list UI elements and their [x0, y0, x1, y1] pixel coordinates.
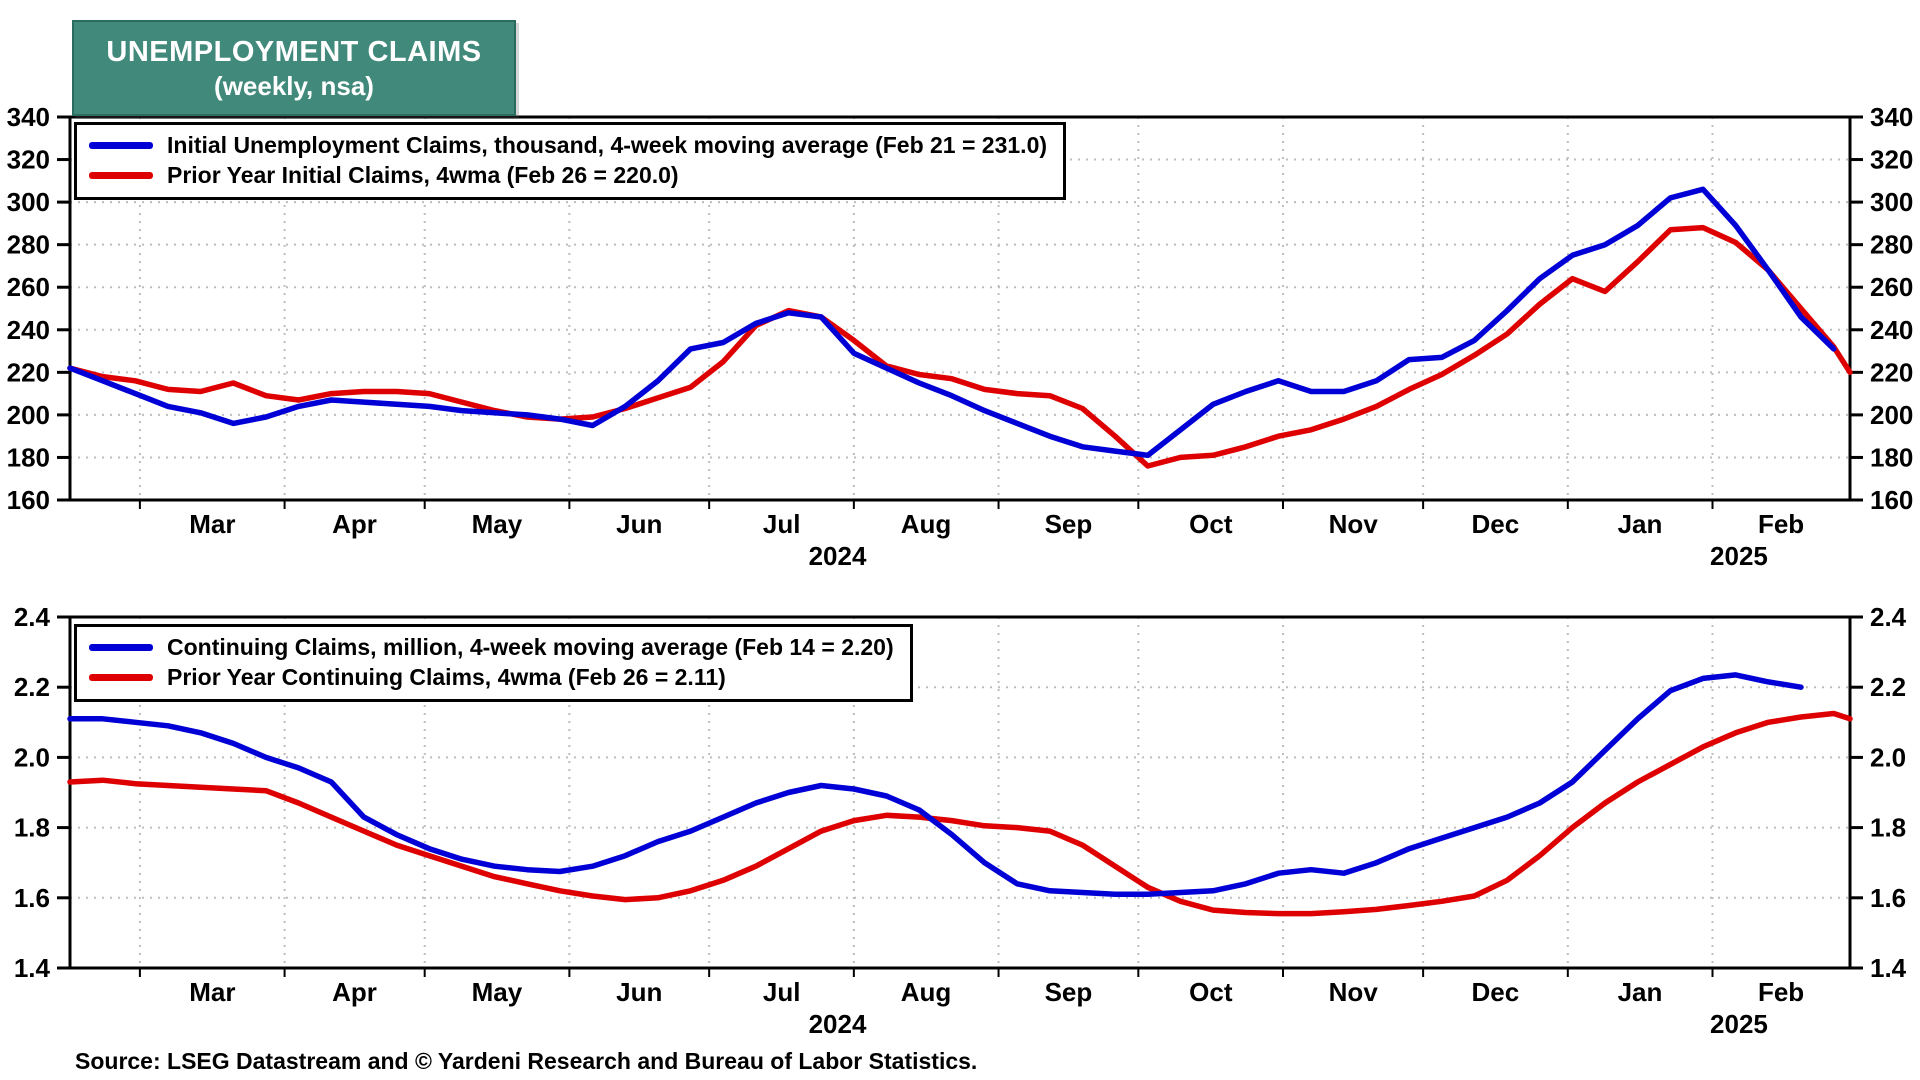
y-tick-label-left: 180 — [7, 442, 50, 472]
legend-label-prior-year-initial-claims: Prior Year Initial Claims, 4wma (Feb 26 … — [167, 162, 679, 188]
y-tick-label-left: 2.4 — [14, 602, 51, 632]
y-tick-label-right: 320 — [1870, 145, 1913, 175]
month-label: Feb — [1758, 509, 1804, 539]
month-label: Jul — [763, 509, 801, 539]
y-tick-label-right: 200 — [1870, 400, 1913, 430]
y-tick-label-left: 1.6 — [14, 883, 50, 913]
y-tick-label-left: 160 — [7, 485, 50, 515]
y-tick-label-right: 240 — [1870, 315, 1913, 345]
month-label: Oct — [1189, 509, 1233, 539]
legend-row: Initial Unemployment Claims, thousand, 4… — [89, 130, 1047, 160]
initial-claims-4wma-line — [67, 186, 1837, 459]
month-label: Apr — [332, 509, 377, 539]
legend-label-continuing-claims: Continuing Claims, million, 4-week movin… — [167, 634, 894, 660]
legend-row: Prior Year Continuing Claims, 4wma (Feb … — [89, 662, 894, 692]
y-tick-label-left: 300 — [7, 187, 50, 217]
month-label: May — [472, 509, 523, 539]
y-tick-label-right: 280 — [1870, 230, 1913, 260]
y-tick-label-left: 200 — [7, 400, 50, 430]
y-tick-label-left: 280 — [7, 230, 50, 260]
y-tick-label-right: 340 — [1870, 102, 1913, 132]
y-tick-label-right: 2.4 — [1870, 602, 1907, 632]
y-tick-label-right: 300 — [1870, 187, 1913, 217]
y-tick-label-right: 1.6 — [1870, 883, 1906, 913]
y-tick-label-right: 180 — [1870, 442, 1913, 472]
y-tick-label-left: 2.0 — [14, 742, 50, 772]
month-label: Aug — [901, 509, 952, 539]
legend-row: Continuing Claims, million, 4-week movin… — [89, 632, 894, 662]
month-label: Jul — [763, 977, 801, 1007]
source-attribution: Source: LSEG Datastream and © Yardeni Re… — [75, 1048, 978, 1074]
blue-line-swatch — [89, 141, 153, 149]
month-label: Feb — [1758, 977, 1804, 1007]
month-label: Apr — [332, 977, 377, 1007]
red-line-swatch — [89, 673, 153, 681]
chart-title: UNEMPLOYMENT CLAIMS — [106, 36, 482, 68]
month-label: Jan — [1618, 509, 1663, 539]
y-tick-label-right: 2.0 — [1870, 742, 1906, 772]
y-tick-label-right: 1.4 — [1870, 953, 1907, 983]
legend-label-prior-year-continuing-claims: Prior Year Continuing Claims, 4wma (Feb … — [167, 664, 726, 690]
y-tick-label-left: 240 — [7, 315, 50, 345]
month-label: Jun — [616, 977, 662, 1007]
red-line-swatch — [89, 171, 153, 179]
month-label: Nov — [1329, 977, 1379, 1007]
y-tick-label-right: 260 — [1870, 272, 1913, 302]
y-tick-label-left: 1.4 — [14, 953, 51, 983]
year-label: 2025 — [1710, 541, 1768, 571]
y-tick-label-left: 260 — [7, 272, 50, 302]
month-label: Sep — [1045, 509, 1093, 539]
prior-year-initial-claims-4wma-line — [67, 224, 1853, 469]
month-label: Sep — [1045, 977, 1093, 1007]
initial-claims-plot-frame — [68, 115, 1852, 502]
y-tick-label-left: 320 — [7, 145, 50, 175]
prior-year-continuing-claims-4wma-line — [67, 710, 1853, 917]
legend-initial-claims: Initial Unemployment Claims, thousand, 4… — [74, 122, 1067, 200]
month-label: Dec — [1471, 977, 1519, 1007]
month-label: Mar — [189, 509, 235, 539]
y-tick-label-left: 220 — [7, 357, 50, 387]
y-tick-label-left: 1.8 — [14, 813, 50, 843]
y-tick-label-right: 160 — [1870, 485, 1913, 515]
legend-continuing-claims: Continuing Claims, million, 4-week movin… — [74, 624, 913, 702]
month-label: May — [472, 977, 523, 1007]
y-tick-label-right: 2.2 — [1870, 672, 1906, 702]
y-tick-label-left: 340 — [7, 102, 50, 132]
year-label: 2024 — [809, 1009, 867, 1039]
chart-title-box: UNEMPLOYMENT CLAIMS (weekly, nsa) — [72, 20, 516, 116]
continuing-claims-4wma-line — [67, 672, 1804, 898]
y-tick-label-right: 1.8 — [1870, 813, 1906, 843]
month-label: Dec — [1471, 509, 1519, 539]
continuing-claims-plot-frame — [68, 615, 1852, 970]
month-label: Aug — [901, 977, 952, 1007]
month-label: Oct — [1189, 977, 1233, 1007]
month-label: Mar — [189, 977, 235, 1007]
month-label: Jun — [616, 509, 662, 539]
chart-subtitle: (weekly, nsa) — [214, 71, 374, 101]
year-label: 2025 — [1710, 1009, 1768, 1039]
month-label: Nov — [1329, 509, 1379, 539]
legend-row: Prior Year Initial Claims, 4wma (Feb 26 … — [89, 160, 1047, 190]
year-label: 2024 — [809, 541, 867, 571]
y-tick-label-right: 220 — [1870, 357, 1913, 387]
y-tick-label-left: 2.2 — [14, 672, 50, 702]
blue-line-swatch — [89, 643, 153, 651]
month-label: Jan — [1618, 977, 1663, 1007]
legend-label-initial-claims: Initial Unemployment Claims, thousand, 4… — [167, 132, 1048, 158]
